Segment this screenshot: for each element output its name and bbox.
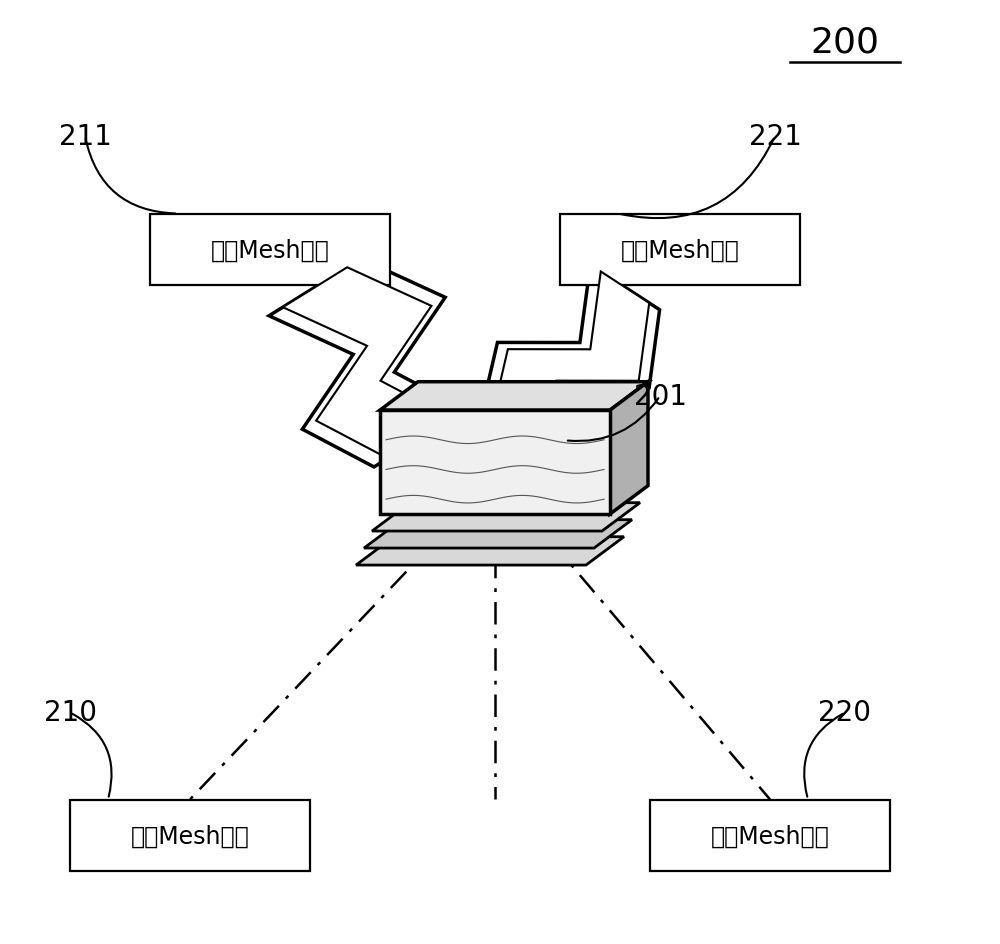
Text: 220: 220 bbox=[818, 699, 872, 727]
Bar bbox=[70, 800, 310, 870]
Polygon shape bbox=[380, 411, 610, 514]
Polygon shape bbox=[372, 503, 640, 531]
Polygon shape bbox=[480, 265, 660, 462]
Polygon shape bbox=[356, 537, 624, 565]
Polygon shape bbox=[364, 520, 632, 548]
Text: 第一Mesh标识: 第一Mesh标识 bbox=[211, 238, 329, 262]
Text: 第二Mesh节点: 第二Mesh节点 bbox=[711, 823, 829, 848]
Polygon shape bbox=[269, 260, 466, 467]
Polygon shape bbox=[283, 268, 452, 459]
Text: 221: 221 bbox=[749, 123, 801, 151]
Text: 200: 200 bbox=[810, 25, 880, 59]
Text: 211: 211 bbox=[59, 123, 111, 151]
Polygon shape bbox=[610, 382, 648, 514]
Text: 第一Mesh节点: 第一Mesh节点 bbox=[131, 823, 249, 848]
Bar bbox=[150, 215, 390, 285]
Polygon shape bbox=[380, 382, 648, 411]
Text: 第二Mesh标识: 第二Mesh标识 bbox=[621, 238, 739, 262]
Text: 201: 201 bbox=[634, 382, 686, 411]
Polygon shape bbox=[491, 272, 649, 455]
Bar bbox=[650, 800, 890, 870]
Bar bbox=[560, 215, 800, 285]
Text: 210: 210 bbox=[44, 699, 96, 727]
